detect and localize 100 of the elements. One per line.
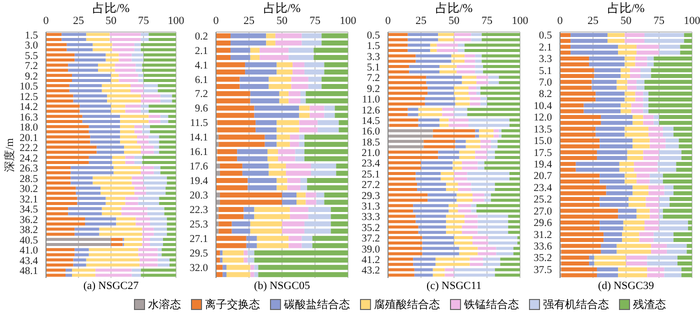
bar	[220, 258, 223, 263]
legend-label: 铁锰结合态	[464, 298, 519, 312]
y-tick-label: 24.2	[20, 153, 38, 164]
bar	[472, 193, 484, 196]
bar	[74, 53, 106, 56]
bar	[46, 186, 76, 190]
bar	[608, 38, 625, 43]
bar	[172, 100, 176, 103]
bar	[132, 58, 144, 62]
bar	[46, 104, 80, 108]
bar	[282, 221, 304, 226]
bar	[413, 262, 436, 266]
bar	[282, 200, 297, 205]
bar	[446, 214, 465, 218]
bar	[310, 112, 324, 118]
bar	[509, 172, 520, 176]
bar	[166, 232, 176, 236]
bar	[464, 49, 520, 52]
bar	[428, 193, 457, 196]
bar	[46, 274, 66, 277]
bar	[478, 161, 484, 164]
bar	[487, 97, 520, 100]
bar	[88, 253, 138, 256]
bar	[388, 268, 414, 272]
bar	[268, 164, 286, 169]
bar	[508, 225, 520, 228]
bar	[118, 53, 132, 56]
bar	[560, 156, 597, 160]
y-tick-label: 0.5	[538, 30, 552, 42]
bar	[46, 74, 72, 77]
bar	[494, 134, 499, 138]
y-tick-label: 12.0	[534, 112, 552, 124]
bar	[124, 243, 142, 246]
bar	[74, 228, 100, 231]
bar	[287, 185, 300, 190]
y-tick-label: 0.2	[194, 31, 208, 42]
bar	[46, 171, 71, 174]
bar	[422, 242, 454, 245]
bar	[230, 33, 266, 38]
bar	[92, 48, 112, 52]
bar	[288, 48, 314, 53]
bar	[388, 150, 438, 154]
y-tick-label: 34.5	[20, 204, 38, 216]
bar	[480, 145, 491, 148]
bar	[454, 172, 468, 176]
bar	[446, 230, 462, 234]
bar	[140, 264, 158, 267]
bar	[46, 248, 75, 252]
bar	[70, 166, 114, 170]
bar	[125, 196, 138, 200]
x-tick-label: 100	[684, 15, 700, 27]
bar	[308, 84, 322, 89]
bar	[142, 228, 154, 231]
bar	[144, 89, 158, 92]
bar	[163, 243, 176, 246]
legend-label: 强有机结合态	[543, 298, 609, 312]
bar	[436, 44, 458, 47]
bar	[408, 44, 430, 47]
bar	[282, 192, 297, 198]
bar	[670, 202, 692, 207]
bar	[292, 69, 304, 74]
x-tick-label: 0	[213, 15, 220, 27]
bar	[454, 108, 468, 111]
x-tick-label: 75	[482, 15, 493, 27]
bar	[475, 134, 480, 138]
bar	[245, 69, 277, 74]
bar	[142, 130, 150, 134]
bar	[466, 140, 480, 143]
bar	[160, 94, 172, 98]
bar	[125, 161, 134, 164]
bar	[674, 238, 692, 242]
bar	[626, 256, 648, 260]
bar	[589, 256, 594, 260]
x-tick-label: 75	[138, 15, 150, 27]
bar	[220, 164, 242, 169]
bar	[159, 146, 176, 149]
bar	[73, 258, 86, 262]
bar	[388, 209, 414, 212]
legend-label: 残渣态	[633, 298, 666, 312]
bar	[408, 38, 438, 42]
bar	[442, 108, 454, 111]
bar	[484, 161, 520, 164]
y-tick-label: 37.2	[362, 234, 380, 245]
bar	[46, 140, 90, 144]
bar	[216, 236, 246, 241]
bar	[418, 230, 446, 234]
bar	[483, 70, 520, 74]
bar	[46, 114, 82, 118]
bar	[111, 74, 119, 77]
bar	[330, 206, 348, 212]
bar	[124, 150, 141, 154]
bar	[216, 40, 231, 46]
y-tick-label: 1.5	[24, 30, 38, 42]
bar	[498, 129, 502, 132]
bar	[166, 228, 176, 231]
bar	[306, 98, 348, 104]
bar	[475, 65, 484, 68]
bar	[148, 114, 160, 118]
bar	[125, 202, 138, 206]
bar	[496, 252, 514, 256]
